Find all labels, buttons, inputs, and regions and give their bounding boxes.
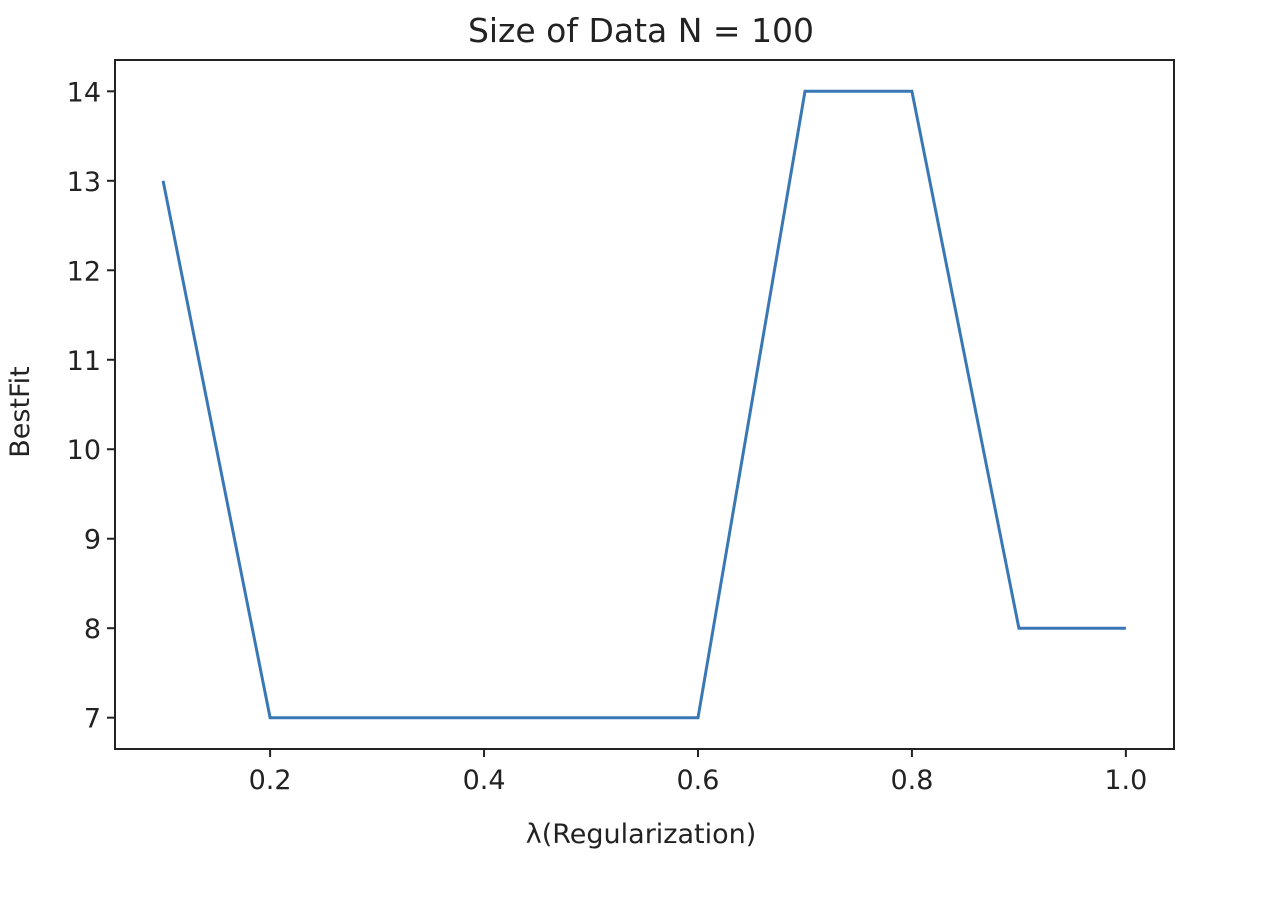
x-tick-label: 0.4 [463, 765, 506, 796]
x-axis-label: λ(Regularization) [526, 819, 757, 850]
y-tick-label: 12 [67, 256, 101, 287]
plot-frame [114, 59, 1175, 750]
plot-area [161, 89, 1126, 720]
y-tick-label: 11 [67, 346, 101, 377]
x-tick-label: 0.2 [249, 765, 292, 796]
y-tick-label: 9 [84, 525, 101, 556]
y-tick-label: 7 [84, 704, 101, 735]
chart-title: Size of Data N = 100 [468, 11, 814, 50]
x-axis: 0.2 0.4 0.6 0.8 1.0 [249, 749, 1147, 796]
x-tick-label: 0.6 [677, 765, 720, 796]
y-tick-label: 13 [67, 167, 101, 198]
y-tick-label: 10 [67, 435, 101, 466]
x-tick-label: 0.8 [890, 765, 933, 796]
x-tick-label: 1.0 [1104, 765, 1147, 796]
y-tick-label: 14 [67, 77, 101, 108]
y-tick-label: 8 [84, 614, 101, 645]
series-line [161, 89, 1126, 720]
y-axis: 7 8 9 10 11 12 13 14 [67, 77, 115, 735]
y-axis-label: BestFit [5, 366, 36, 457]
